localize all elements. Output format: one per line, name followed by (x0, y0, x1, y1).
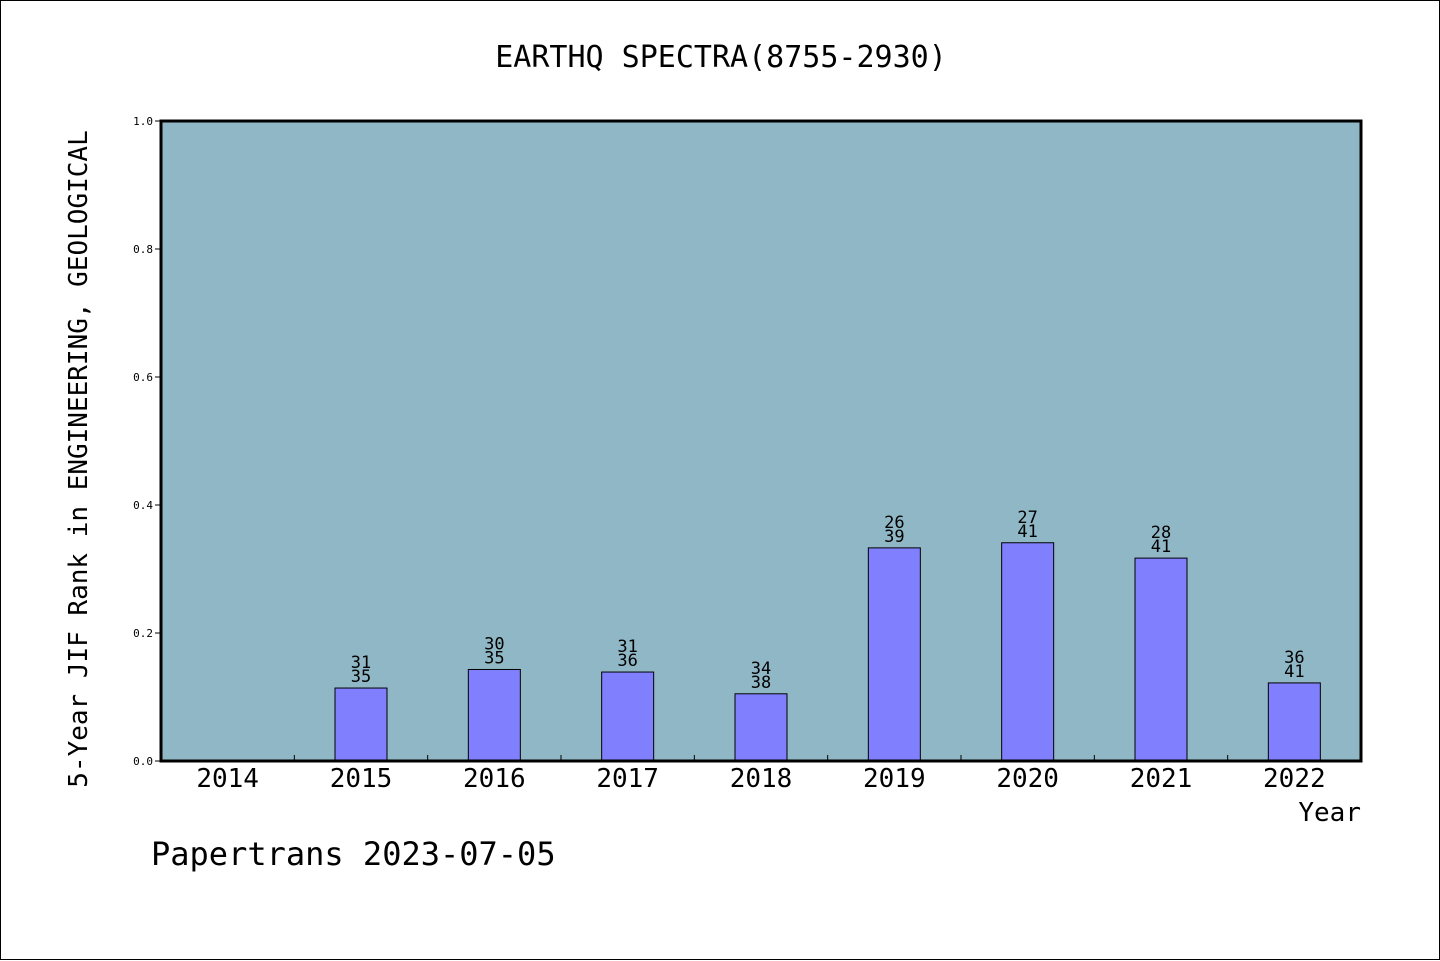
bar-2016 (467, 668, 521, 762)
data-label-rank: 36 (1284, 648, 1304, 668)
data-label-rank: 31 (351, 653, 371, 673)
x-tick-label: 2016 (463, 764, 526, 794)
bar-series (334, 542, 1321, 762)
y-tick-label: 1.0 (133, 115, 153, 128)
x-tick-label: 2022 (1263, 764, 1326, 794)
data-label-total: 38 (751, 673, 771, 693)
data-label-total: 35 (351, 667, 371, 687)
x-axis-label: Year (1298, 798, 1361, 828)
data-label-rank: 34 (751, 659, 771, 679)
plot-border (159, 119, 1363, 763)
data-label-total: 39 (884, 527, 904, 547)
x-tick-label: 2020 (996, 764, 1059, 794)
y-axis: 0.0 0.2 0.4 0.6 0.8 1.0 (133, 115, 161, 768)
bar-2018 (734, 693, 788, 762)
data-label-rank: 30 (484, 634, 504, 654)
bar-2021 (1134, 557, 1188, 762)
y-tick-label: 0.2 (133, 627, 153, 640)
data-label-total: 41 (1284, 662, 1304, 682)
x-tick-label: 2018 (730, 764, 793, 794)
bar-2015 (334, 687, 388, 762)
x-tick-label: 2017 (596, 764, 659, 794)
y-tick-label: 0.0 (133, 755, 153, 768)
x-tick-label: 2015 (330, 764, 393, 794)
bar-2019 (867, 547, 921, 762)
y-tick-label: 0.6 (133, 371, 153, 384)
data-label-total: 35 (484, 648, 504, 668)
chart-title: EARTHQ SPECTRA(8755-2930) (495, 40, 947, 75)
data-label-total: 41 (1151, 537, 1171, 557)
data-label-rank: 31 (617, 637, 637, 657)
y-axis-label: 5-Year JIF Rank in ENGINEERING, GEOLOGIC… (64, 130, 94, 787)
x-tick-label: 2019 (863, 764, 926, 794)
bar-2020 (1001, 542, 1055, 762)
y-tick-label: 0.8 (133, 243, 153, 256)
data-label-total: 36 (617, 651, 637, 671)
data-label-rank: 26 (884, 513, 904, 533)
x-tick-label: 2021 (1130, 764, 1193, 794)
footer-credit: Papertrans 2023-07-05 (151, 835, 556, 873)
data-label-rank: 27 (1017, 508, 1037, 528)
y-tick-label: 0.4 (133, 499, 153, 512)
bar-2022 (1267, 682, 1321, 762)
x-axis: 2014 2015 2016 2017 2018 2019 2020 2021 2022 (196, 755, 1326, 794)
data-label-rank: 28 (1151, 523, 1171, 543)
x-tick-label: 2014 (196, 764, 259, 794)
bar-2017 (601, 671, 655, 762)
data-label-total: 41 (1017, 522, 1037, 542)
